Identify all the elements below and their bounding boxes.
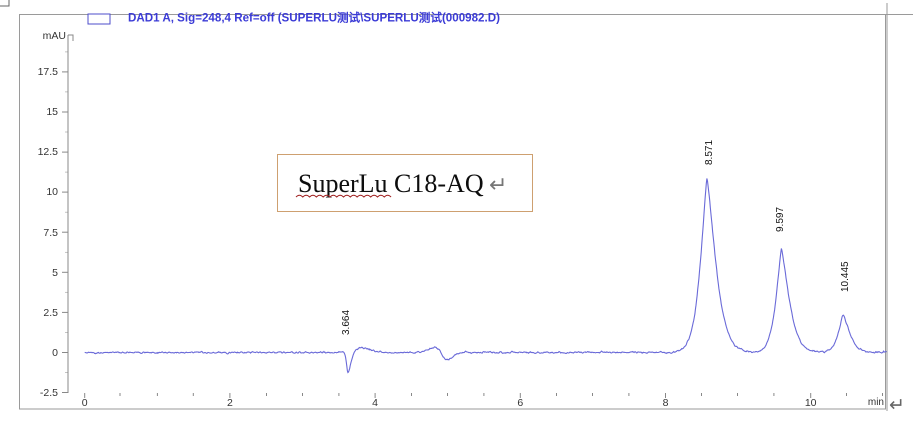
- svg-text:↵: ↵: [889, 395, 905, 416]
- svg-text:8: 8: [663, 397, 669, 409]
- svg-text:6: 6: [517, 397, 523, 409]
- svg-text:mAU: mAU: [43, 30, 66, 42]
- svg-text:8.571: 8.571: [704, 140, 715, 165]
- svg-text:0: 0: [82, 397, 88, 409]
- svg-text:10: 10: [46, 186, 58, 198]
- svg-text:10.445: 10.445: [840, 261, 851, 292]
- svg-text:10: 10: [805, 397, 817, 409]
- svg-text:2.5: 2.5: [43, 307, 58, 319]
- svg-text:min: min: [868, 397, 884, 408]
- svg-text:7.5: 7.5: [43, 227, 58, 239]
- svg-text:3.664: 3.664: [341, 310, 352, 335]
- svg-text:4: 4: [372, 397, 378, 409]
- svg-text:2: 2: [227, 397, 233, 409]
- svg-text:9.597: 9.597: [775, 207, 786, 232]
- svg-text:15: 15: [46, 106, 58, 118]
- svg-text:SuperLu C18-AQ: SuperLu C18-AQ: [298, 169, 484, 198]
- svg-text:12.5: 12.5: [38, 146, 59, 158]
- svg-text:↵: ↵: [489, 172, 507, 197]
- svg-text:5: 5: [52, 267, 58, 279]
- svg-text:0: 0: [52, 347, 58, 359]
- svg-text:-2.5: -2.5: [40, 387, 58, 399]
- svg-text:DAD1 A, Sig=248,4 Ref=off (SUP: DAD1 A, Sig=248,4 Ref=off (SUPERLU测试\SUP…: [128, 11, 500, 25]
- svg-text:17.5: 17.5: [38, 66, 59, 78]
